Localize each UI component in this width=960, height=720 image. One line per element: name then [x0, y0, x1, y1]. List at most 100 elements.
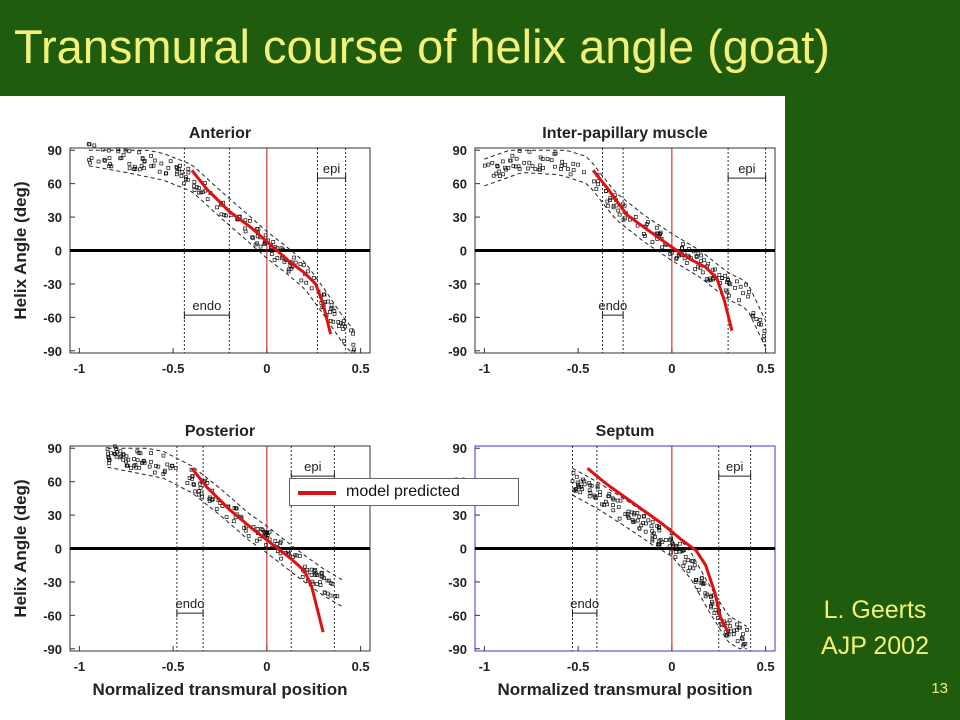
data-point	[706, 261, 711, 266]
data-point	[315, 582, 319, 586]
y-tick-label: 0	[460, 244, 467, 259]
data-point	[292, 255, 296, 260]
data-point	[264, 543, 268, 547]
data-point	[121, 457, 126, 462]
data-point	[288, 264, 293, 268]
data-point	[305, 269, 310, 274]
data-point	[724, 633, 729, 638]
data-point	[691, 566, 696, 571]
data-point	[103, 158, 107, 163]
data-point	[758, 318, 763, 322]
epi-region-label: epi	[726, 459, 743, 474]
data-point	[494, 171, 499, 176]
data-point	[650, 240, 655, 244]
y-tick-label: -30	[43, 277, 62, 292]
data-point	[704, 277, 709, 281]
data-point	[250, 235, 255, 240]
data-point	[197, 489, 201, 494]
data-point	[646, 518, 651, 523]
data-point	[149, 164, 154, 169]
data-point	[709, 595, 713, 599]
data-point	[326, 299, 330, 304]
data-point	[682, 560, 687, 565]
data-point	[214, 507, 219, 511]
lower-bound-line	[88, 165, 355, 352]
y-tick-label: -60	[448, 310, 467, 325]
data-point	[166, 166, 171, 170]
y-tick-label: 0	[55, 542, 62, 557]
data-point	[107, 156, 112, 160]
data-point	[341, 322, 345, 327]
data-point	[553, 151, 558, 156]
data-point	[646, 220, 650, 224]
data-point	[173, 465, 178, 470]
data-point	[611, 203, 616, 208]
data-point	[726, 632, 731, 637]
data-point	[530, 164, 535, 168]
data-point	[757, 322, 761, 326]
data-point	[549, 158, 554, 163]
data-point	[616, 505, 621, 510]
data-point	[282, 259, 287, 264]
y-tick-label: 60	[48, 177, 62, 192]
data-point	[508, 158, 512, 163]
endo-region-label: endo	[598, 298, 627, 313]
y-tick-label: 60	[48, 475, 62, 490]
data-point	[275, 256, 280, 260]
data-point	[303, 564, 307, 569]
data-point	[319, 571, 324, 576]
data-point	[300, 575, 305, 579]
data-point	[337, 324, 341, 329]
data-point	[568, 172, 573, 177]
data-point	[608, 196, 613, 201]
data-point	[657, 528, 662, 533]
data-point	[137, 465, 142, 470]
data-point	[132, 463, 137, 468]
data-point	[725, 280, 729, 285]
data-point	[703, 591, 708, 596]
data-point	[632, 511, 637, 515]
data-point	[563, 163, 568, 167]
data-point	[735, 639, 740, 644]
data-point	[198, 486, 203, 490]
data-point	[263, 530, 267, 534]
plot-title: Inter-papillary muscle	[542, 125, 707, 142]
data-point	[343, 324, 347, 329]
data-point	[190, 476, 194, 481]
endo-region-label: endo	[192, 298, 221, 313]
data-point	[741, 632, 745, 637]
data-point	[639, 523, 644, 528]
data-point	[650, 537, 655, 542]
data-point	[203, 478, 208, 483]
data-point	[198, 481, 202, 486]
data-point	[527, 149, 532, 154]
data-point	[159, 161, 164, 166]
data-point	[341, 327, 345, 331]
data-point	[313, 568, 318, 572]
data-point	[574, 474, 579, 479]
page-number: 13	[931, 680, 948, 697]
data-point	[696, 587, 701, 592]
data-point	[192, 188, 197, 192]
data-point	[570, 479, 575, 484]
data-point	[328, 593, 333, 598]
data-point	[180, 170, 185, 174]
x-tick-label: -0.5	[162, 361, 184, 376]
data-point	[725, 277, 730, 282]
citation: L. Geerts AJP 2002	[790, 592, 960, 664]
data-point	[149, 153, 153, 158]
data-point	[513, 164, 518, 169]
data-point	[671, 544, 675, 549]
data-point	[616, 208, 621, 213]
data-point	[136, 150, 141, 155]
y-tick-label: -30	[448, 277, 467, 292]
data-point	[147, 464, 152, 469]
data-point	[501, 172, 505, 177]
data-point	[333, 594, 337, 598]
data-point	[545, 157, 550, 161]
model-predicted-curve	[190, 169, 333, 335]
legend: model predicted	[289, 478, 519, 506]
data-point	[102, 157, 107, 162]
data-point	[328, 309, 332, 314]
data-point	[114, 454, 119, 459]
